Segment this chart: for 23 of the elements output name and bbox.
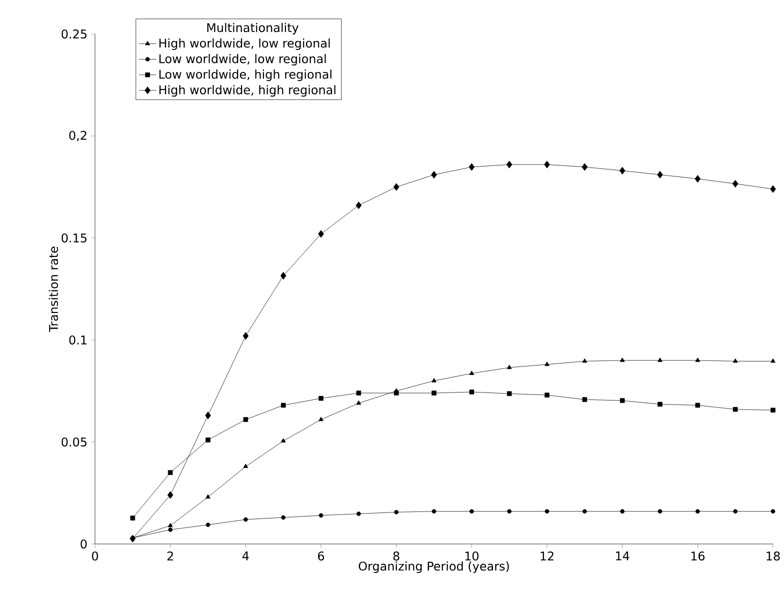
x-tick-label: 16 bbox=[691, 551, 705, 561]
x-tick-label: 8 bbox=[393, 551, 400, 561]
x-tick-label: 10 bbox=[465, 551, 478, 561]
y-tick-label: 0.05 bbox=[62, 437, 86, 447]
x-tick-label: 12 bbox=[540, 551, 554, 560]
y-tick-label: 0.1 bbox=[69, 335, 86, 345]
legend-title: Multinationality bbox=[207, 22, 299, 34]
x-tick-label: 14 bbox=[616, 551, 630, 560]
y-axis-title: Transition rate bbox=[48, 246, 58, 332]
y-tick-label: 0,2 bbox=[69, 130, 86, 142]
x-tick-label: 4 bbox=[242, 551, 249, 560]
legend-label: Low worldwide, low regional bbox=[159, 54, 326, 66]
x-axis-title: Organizing Period (years) bbox=[358, 561, 509, 573]
x-tick-label: 2 bbox=[167, 551, 173, 560]
x-tick-label: 18 bbox=[766, 551, 780, 561]
legend-label: High worldwide, high regional bbox=[159, 85, 336, 97]
legend-label: High worldwide, low regional bbox=[159, 38, 330, 50]
y-tick-label: 0 bbox=[80, 539, 87, 549]
y-tick-label: 0.25 bbox=[62, 29, 86, 39]
x-tick-label: 6 bbox=[318, 551, 324, 561]
legend-label: Low worldwide, high regional bbox=[159, 70, 332, 82]
x-tick-label: 0 bbox=[92, 551, 98, 561]
y-tick-label: 0.15 bbox=[62, 233, 86, 243]
